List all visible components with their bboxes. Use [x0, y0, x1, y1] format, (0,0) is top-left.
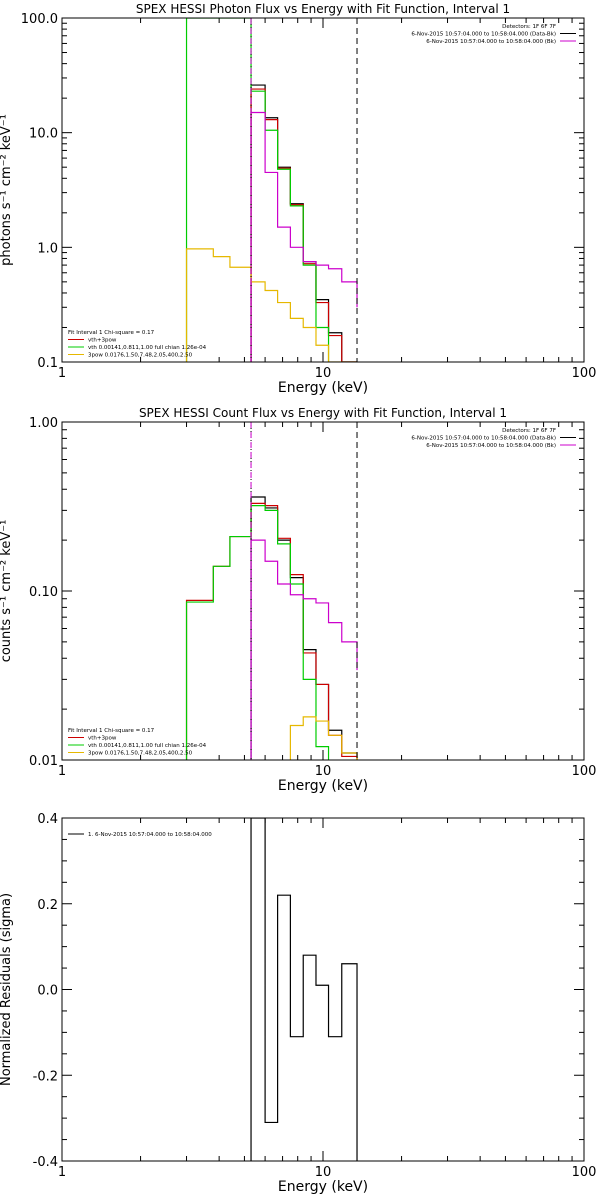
- y-tick-label: 1.00: [29, 416, 58, 431]
- y-axis-label: photons s⁻¹ cm⁻² keV⁻¹: [0, 114, 14, 266]
- plot-frame: [61, 17, 585, 363]
- series-data-bk-line: [250, 496, 358, 760]
- y-axis-label: Normalized Residuals (sigma): [0, 893, 14, 1086]
- legend-entry: 3pow 0.0176,1.50,7.48,2.05,400,2.50: [88, 751, 193, 757]
- legend-entry: 1. 6-Nov-2015 10:57:04.000 to 10:58:04.0…: [88, 832, 212, 838]
- series-residuals-line: [250, 818, 358, 1161]
- x-tick-label: 100: [572, 366, 597, 381]
- series-background-line: [250, 539, 358, 760]
- plot-frame: [61, 817, 585, 1162]
- x-tick-label: 1: [58, 764, 66, 779]
- count-flux-panel: SPEX HESSI Count Flux vs Energy with Fit…: [0, 406, 596, 794]
- chart-title: SPEX HESSI Count Flux vs Energy with Fit…: [139, 406, 507, 420]
- y-tick-label: -0.2: [33, 1069, 58, 1084]
- series-data-bk-line: [250, 84, 358, 362]
- legend-entry: vth+3pow: [88, 736, 117, 742]
- series-vth-line: [185, 18, 330, 362]
- y-axis-label: counts s⁻¹ cm⁻² keV⁻¹: [0, 520, 14, 663]
- residuals-panel: Energy (keV) Normalized Residuals (sigma)…: [0, 812, 596, 1195]
- series-3pow-line: [289, 716, 358, 760]
- x-tick-label: 1: [58, 1165, 66, 1180]
- y-tick-label: 1.0: [37, 241, 58, 256]
- chart-title: SPEX HESSI Photon Flux vs Energy with Fi…: [136, 2, 510, 16]
- y-tick-label: 0.10: [29, 585, 58, 600]
- x-axis-label: Energy (keV): [278, 778, 368, 794]
- legend-entry: vth+3pow: [88, 338, 117, 344]
- legend-entry: vth 0.00141,0.811,1.00 full chian 1.26e-…: [88, 743, 207, 749]
- x-tick-label: 1: [58, 366, 66, 381]
- legend-entry: vth 0.00141,0.811,1.00 full chian 1.26e-…: [88, 345, 207, 351]
- legend-entry: Fit Interval 1 Chi-square = 0.17: [68, 330, 155, 336]
- y-tick-label: 10.0: [29, 127, 58, 142]
- legend-entry: 6-Nov-2015 10:57:04.000 to 10:58:04.000 …: [411, 32, 556, 38]
- plot-frame: [61, 421, 585, 761]
- legend-entry: Detectors: 1F 6F 7F: [502, 24, 556, 30]
- series-3pow-line: [185, 248, 358, 362]
- legend-entry: 6-Nov-2015 10:57:04.000 to 10:58:04.000 …: [426, 39, 556, 45]
- y-tick-label: 0.0: [37, 984, 58, 999]
- photon-flux-panel: SPEX HESSI Photon Flux vs Energy with Fi…: [0, 2, 596, 396]
- x-tick-label: 100: [572, 1165, 597, 1180]
- y-tick-label: -0.4: [33, 1155, 58, 1170]
- x-tick-label: 100: [572, 764, 597, 779]
- legend-entry: Fit Interval 1 Chi-square = 0.17: [68, 728, 155, 734]
- legend-entry: 6-Nov-2015 10:57:04.000 to 10:58:04.000 …: [426, 443, 556, 449]
- y-tick-label: 0.1: [37, 356, 58, 371]
- legend-entry: Detectors: 1F 6F 7F: [502, 428, 556, 434]
- series-vth+3pow-line: [185, 502, 358, 760]
- x-tick-label: 10: [315, 366, 332, 381]
- y-tick-label: 100.0: [21, 12, 58, 27]
- x-tick-label: 10: [315, 764, 332, 779]
- y-tick-label: 0.2: [37, 898, 58, 913]
- y-tick-label: 0.4: [37, 812, 58, 827]
- series-background-line: [250, 111, 358, 362]
- legend-entry: 6-Nov-2015 10:57:04.000 to 10:58:04.000 …: [411, 436, 556, 442]
- series-vth-line: [185, 505, 330, 760]
- x-tick-label: 10: [315, 1165, 332, 1180]
- x-axis-label: Energy (keV): [278, 1179, 368, 1195]
- y-tick-label: 0.01: [29, 754, 58, 769]
- legend-entry: 3pow 0.0176,1.50,7.48,2.05,400,2.50: [88, 353, 193, 359]
- x-axis-label: Energy (keV): [278, 380, 368, 396]
